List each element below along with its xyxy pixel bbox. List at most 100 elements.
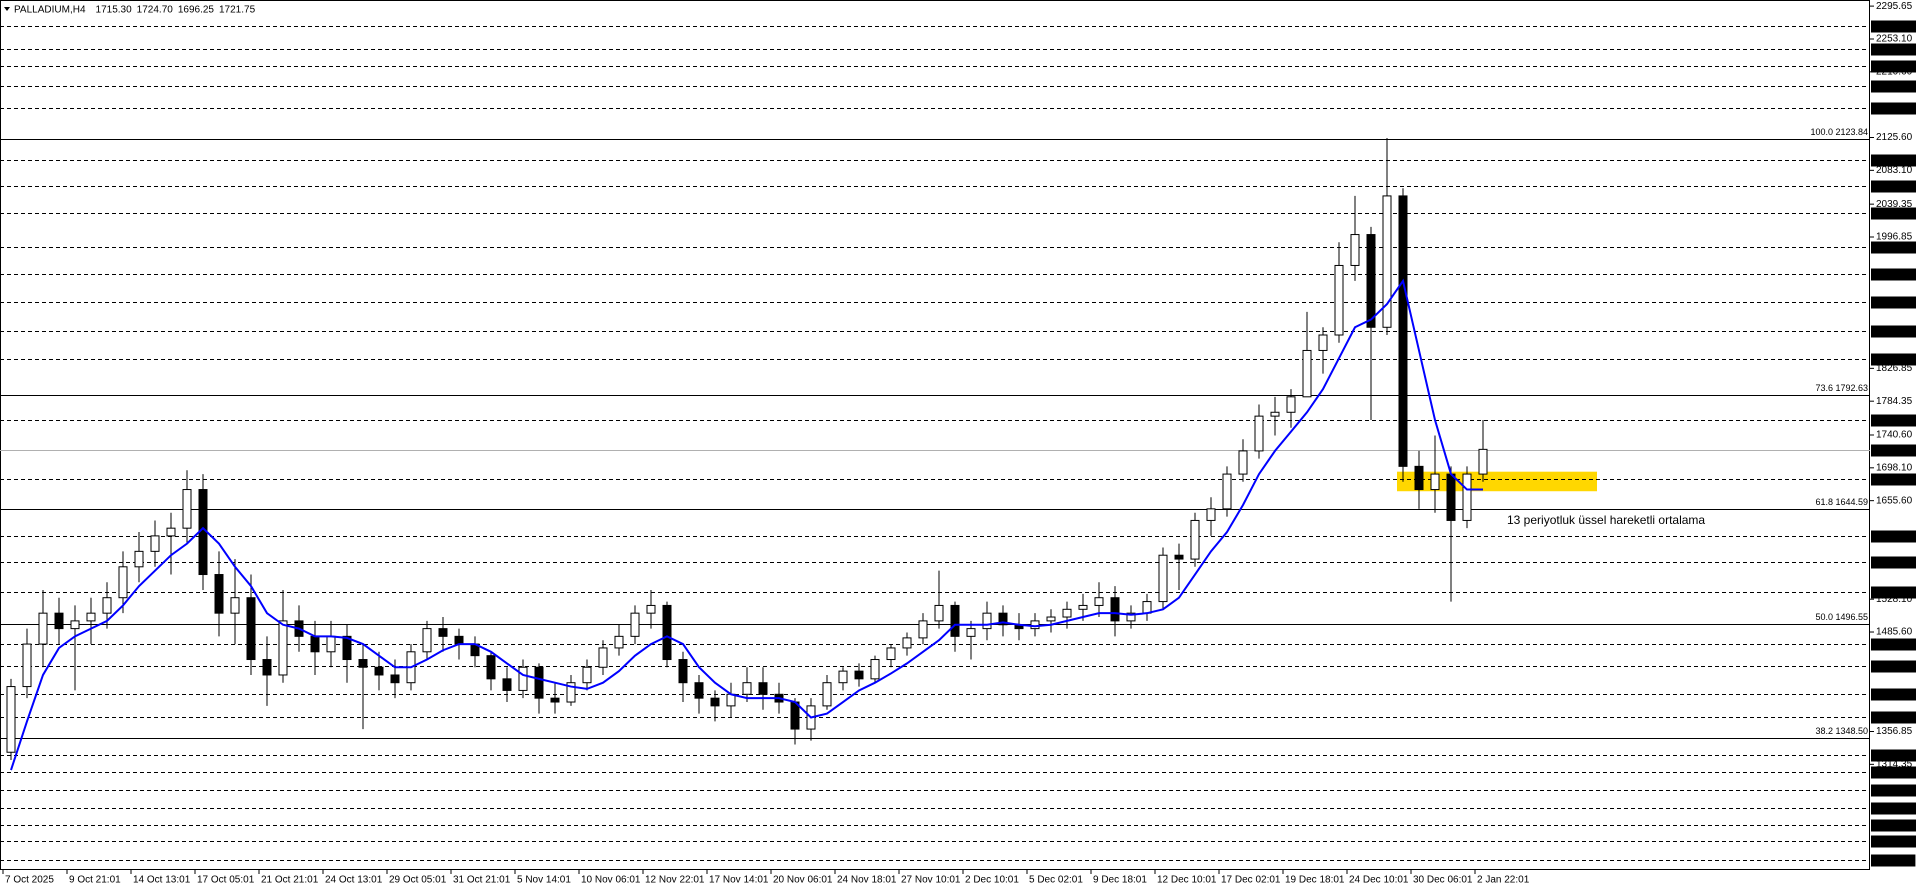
fib-label: 50.0 1496.55 xyxy=(1815,612,1868,622)
candle-body xyxy=(1446,473,1456,521)
candle-body xyxy=(1478,448,1488,475)
y-tick-label: 1740.60 xyxy=(1876,430,1913,441)
x-tick-label: 17 Oct 05:01 xyxy=(197,875,255,886)
candle-body xyxy=(454,635,464,645)
candle-body xyxy=(118,566,128,599)
level-box xyxy=(1871,819,1916,832)
level-box xyxy=(1871,102,1916,115)
candle-body xyxy=(1302,349,1312,398)
candle-body xyxy=(1030,620,1040,630)
annotation: 13 periyotluk üssel hareketli ortalama xyxy=(1507,513,1705,527)
candle-body xyxy=(534,666,544,699)
candle-body xyxy=(1094,597,1104,606)
level-box xyxy=(1871,802,1916,815)
candle-body xyxy=(262,659,272,676)
candle-body xyxy=(582,666,592,684)
fib-label: 38.2 1348.50 xyxy=(1815,726,1868,736)
header-value: 1724.70 xyxy=(137,5,174,16)
level-box xyxy=(1871,154,1916,167)
candle-body xyxy=(22,643,32,688)
candle-body xyxy=(230,597,240,614)
candle-body xyxy=(1174,554,1184,560)
level-label: 1875.25 xyxy=(1876,326,1913,337)
level-label: 1235.65 xyxy=(1876,820,1913,831)
level-label: 1215.55 xyxy=(1876,836,1913,847)
level-box xyxy=(1871,473,1916,486)
candle-body xyxy=(694,682,704,699)
candle-body xyxy=(1254,415,1264,452)
level-label: 1258.35 xyxy=(1876,803,1913,814)
candle-body xyxy=(486,655,496,680)
candle-body xyxy=(1350,234,1360,266)
level-label: 1949.40 xyxy=(1876,269,1913,280)
level-box xyxy=(1871,660,1916,673)
candle-body xyxy=(1318,334,1328,351)
current-price-box xyxy=(1871,444,1916,457)
y-tick-label: 2125.60 xyxy=(1876,132,1913,143)
ema-line xyxy=(10,278,1483,771)
y-tick-label: 2039.35 xyxy=(1876,199,1913,210)
y-tick-label: 1655.60 xyxy=(1876,495,1913,506)
level-box xyxy=(1871,766,1916,779)
level-box xyxy=(1871,43,1916,56)
candle-body xyxy=(182,489,192,529)
level-box xyxy=(1871,20,1916,33)
level-box xyxy=(1871,638,1916,651)
candle-body xyxy=(598,647,608,668)
candle-body xyxy=(390,674,400,684)
candle-body xyxy=(1366,234,1376,328)
y-tick-label: 1826.85 xyxy=(1876,363,1913,374)
level-box xyxy=(1871,241,1916,254)
candle-body xyxy=(502,678,512,691)
candle-body xyxy=(1286,396,1296,413)
candle-body xyxy=(358,659,368,668)
candle-body xyxy=(438,628,448,637)
header-values: 1715.30 1724.70 1696.25 1721.75 xyxy=(96,5,256,16)
candle-body xyxy=(662,604,672,661)
x-tick-label: 9 Oct 21:01 xyxy=(69,875,121,886)
level-box xyxy=(1871,556,1916,569)
candle-body xyxy=(150,535,160,552)
level-label: 1327.00 xyxy=(1876,750,1913,761)
x-tick-label: 20 Nov 06:01 xyxy=(773,875,833,886)
candle-body xyxy=(726,693,736,707)
candle-body xyxy=(1382,195,1392,328)
header-value: 1696.25 xyxy=(178,5,215,16)
candle-body xyxy=(1430,473,1440,491)
x-tick-label: 7 Oct 2025 xyxy=(5,875,54,886)
y-tick-label: 1314.35 xyxy=(1876,759,1913,770)
candle-body xyxy=(134,550,144,568)
candle-body xyxy=(550,697,560,703)
level-label: 2269.45 xyxy=(1876,21,1913,32)
level-label: 1683.05 xyxy=(1876,474,1913,485)
header-value: 1721.75 xyxy=(219,5,256,16)
level-box xyxy=(1871,80,1916,93)
candle-body xyxy=(1142,601,1152,614)
level-box xyxy=(1871,530,1916,543)
candle-body xyxy=(1222,473,1232,510)
x-tick-label: 30 Dec 06:01 xyxy=(1413,875,1473,886)
level-label: 1912.35 xyxy=(1876,297,1913,308)
x-tick-label: 17 Dec 02:01 xyxy=(1221,875,1281,886)
candle-body xyxy=(838,670,848,684)
candle-body xyxy=(630,612,640,637)
candle-body xyxy=(326,635,336,653)
level-label: 2028.30 xyxy=(1876,208,1913,219)
level-box xyxy=(1871,586,1916,599)
candle-body xyxy=(934,604,944,622)
x-tick-label: 27 Nov 10:01 xyxy=(901,875,961,886)
x-tick-label: 31 Oct 21:01 xyxy=(453,875,511,886)
candle-body xyxy=(246,597,256,661)
candle-body xyxy=(38,612,48,645)
candle-body xyxy=(1270,411,1280,417)
y-tick-label: 1698.10 xyxy=(1876,462,1913,473)
candle-body xyxy=(6,686,16,753)
level-label: 2192.25 xyxy=(1876,81,1913,92)
level-box xyxy=(1871,414,1916,427)
level-label: 1609.25 xyxy=(1876,531,1913,542)
candle-body xyxy=(1110,597,1120,622)
candle-body xyxy=(886,647,896,661)
x-tick-label: 24 Oct 13:01 xyxy=(325,875,383,886)
